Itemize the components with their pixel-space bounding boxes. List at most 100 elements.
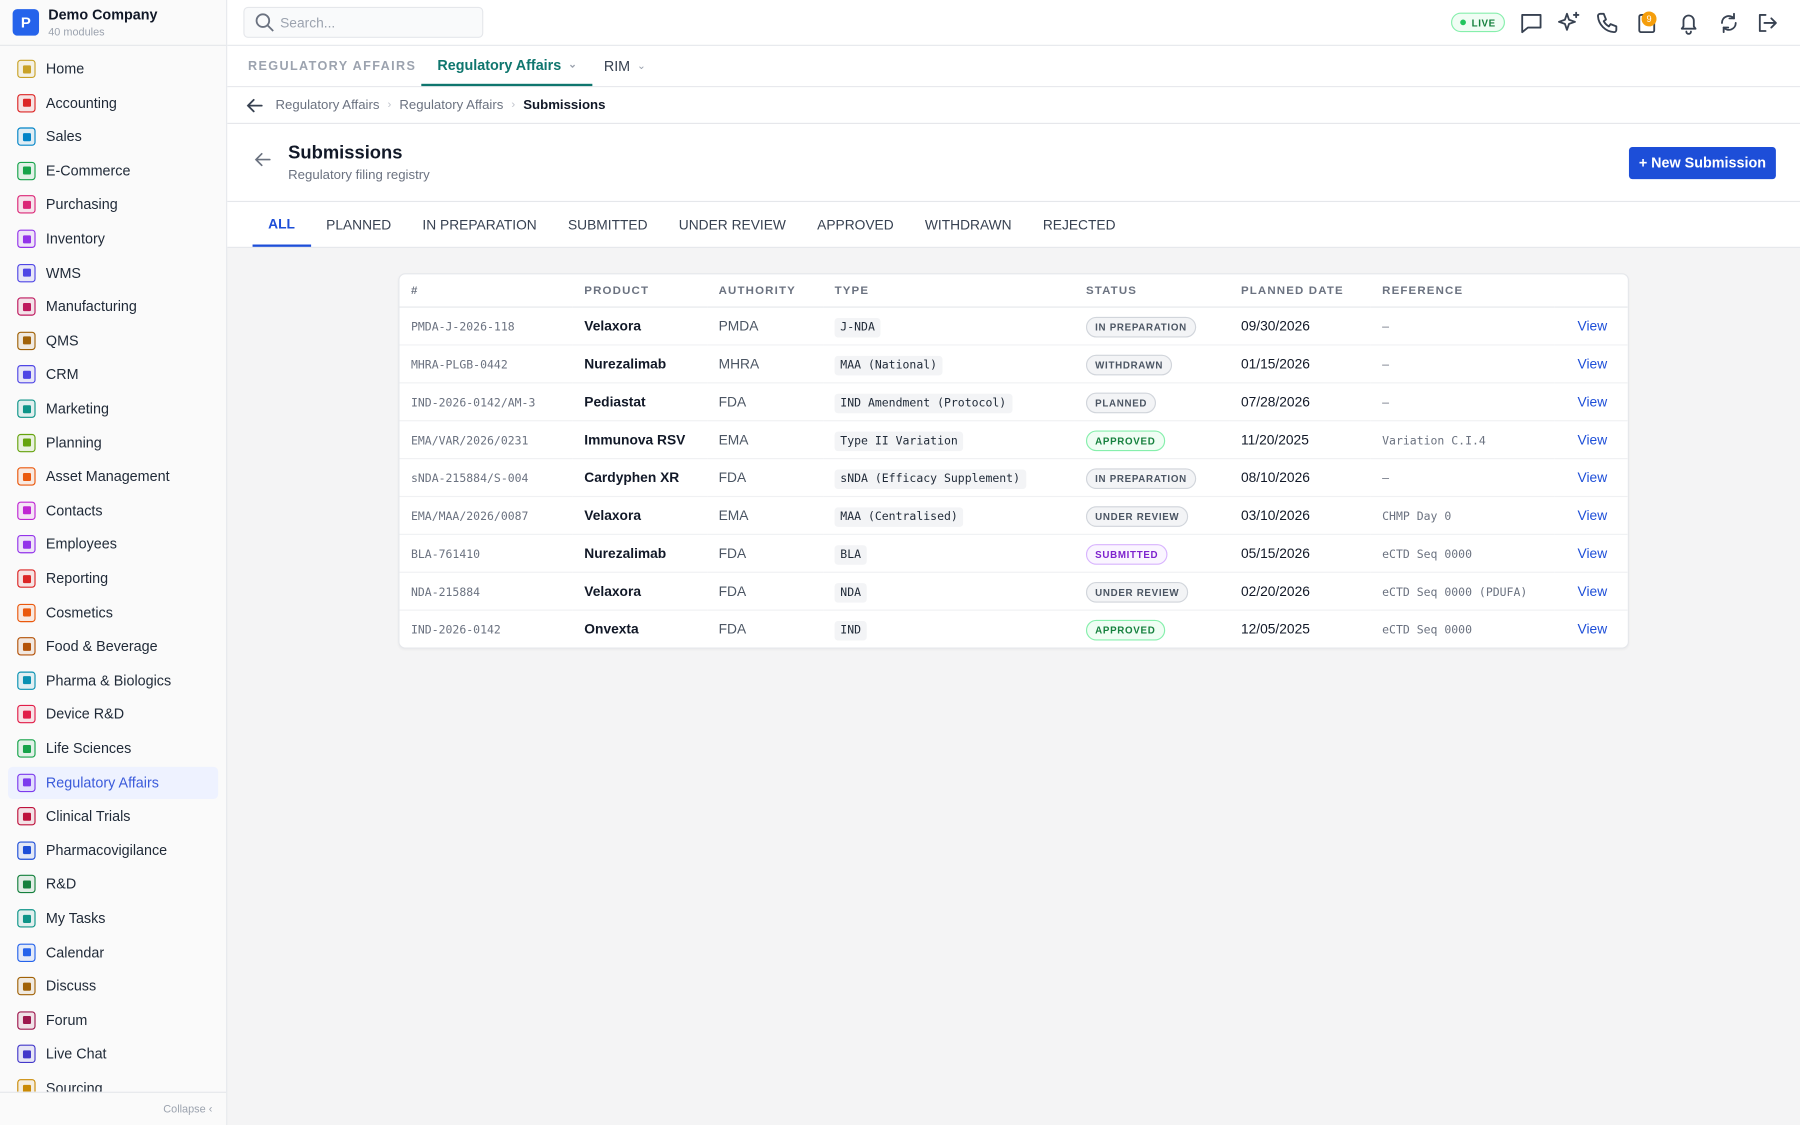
nav-icon [17, 59, 36, 79]
module-tab[interactable]: RIM ⌄ [588, 46, 662, 86]
status-tab[interactable]: IN PREPARATION [422, 216, 537, 233]
nav-item[interactable]: Calendar [8, 936, 218, 968]
nav-item[interactable]: Inventory [8, 223, 218, 255]
type-badge: MAA (National) [834, 355, 943, 376]
cell: Onvexta [573, 610, 707, 647]
status-tab[interactable]: APPROVED [817, 216, 894, 233]
status-tab[interactable]: SUBMITTED [567, 216, 648, 233]
view-link[interactable]: View [1577, 355, 1608, 372]
nav-item[interactable]: Cosmetics [8, 596, 218, 628]
nav-label: QMS [45, 332, 79, 349]
status-tab[interactable]: UNDER REVIEW [678, 216, 786, 233]
nav-item[interactable]: Discuss [8, 970, 218, 1002]
search-icon [255, 12, 274, 32]
product: Velaxora [584, 317, 641, 335]
nav-item[interactable]: Live Chat [8, 1038, 218, 1070]
nav-item[interactable]: Clinical Trials [8, 800, 218, 832]
page-title: Submissions [288, 143, 403, 164]
table-row[interactable]: IND-2026-0142/AM-3 Pediastat FDA IND Amendm… [399, 382, 1628, 422]
nav-label: Food & Beverage [45, 638, 158, 655]
nav-item[interactable]: Pharma & Biologics [8, 664, 218, 696]
nav-icon [17, 365, 36, 384]
search[interactable]: Search... [243, 6, 484, 38]
nav-icon [17, 739, 36, 758]
status-tab[interactable]: ALL [252, 202, 311, 247]
nav-item[interactable]: Sales [8, 121, 218, 153]
nav-item[interactable]: WMS [8, 257, 218, 289]
live-indicator: LIVE [1451, 12, 1505, 33]
view-link[interactable]: View [1577, 469, 1608, 486]
nav-item[interactable]: Life Sciences [8, 732, 218, 764]
view-link[interactable]: View [1577, 317, 1608, 335]
view-link[interactable]: View [1577, 393, 1608, 410]
table-row[interactable]: PMDA-J-2026-118 Velaxora PMDA J-NDA IN PREPA… [399, 307, 1628, 346]
nav-label: My Tasks [45, 910, 106, 927]
nav-item[interactable]: My Tasks [8, 902, 218, 934]
submission-id: EMA/VAR/2026/0231 [410, 435, 529, 448]
nav-icon [17, 501, 36, 520]
nav-item[interactable]: QMS [8, 325, 218, 357]
module-section: REGULATORY AFFAIRS [247, 59, 417, 74]
back-arrow[interactable] [245, 95, 266, 116]
product: Cardyphen XR [584, 469, 680, 486]
nav-item[interactable]: E-Commerce [8, 155, 218, 187]
nav-item[interactable]: Asset Management [8, 461, 218, 493]
status-pill: IN PREPARATION [1085, 316, 1197, 338]
logout-icon[interactable] [1754, 10, 1779, 35]
switch-icon[interactable] [1716, 10, 1741, 35]
bell-icon[interactable] [1676, 10, 1701, 35]
view-link[interactable]: View [1577, 507, 1608, 524]
view-link[interactable]: View [1577, 583, 1608, 600]
nav-item[interactable]: Employees [8, 529, 218, 561]
nav-label: Employees [45, 536, 117, 553]
nav-item[interactable]: Purchasing [8, 189, 218, 221]
table-row[interactable]: MHRA-PLGB-0442 Nurezalimab MHRA MAA (Nation… [399, 344, 1628, 384]
status-tab[interactable]: WITHDRAWN [924, 216, 1012, 233]
cell: MAA (National) [823, 344, 1075, 384]
nav-item[interactable]: Forum [8, 1004, 218, 1036]
view-link[interactable]: View [1577, 621, 1608, 638]
crumb[interactable]: Regulatory Affairs [399, 98, 504, 112]
table-row[interactable]: sNDA-215884/S-004 Cardyphen XR FDA sNDA (Ef… [399, 458, 1628, 498]
nav-label: Inventory [45, 230, 105, 247]
page-back[interactable] [253, 149, 274, 170]
view-link[interactable]: View [1577, 545, 1608, 562]
nav-item[interactable]: Device R&D [8, 698, 218, 730]
table-row[interactable]: EMA/MAA/2026/0087 Velaxora EMA MAA (Central… [399, 496, 1628, 535]
authority: FDA [718, 583, 747, 600]
messages-icon[interactable] [1519, 10, 1544, 35]
collapse[interactable]: Collapse ‹ [0, 1091, 227, 1125]
status-tab[interactable]: REJECTED [1042, 216, 1116, 233]
brand[interactable]: P Demo Company 40 modules [0, 0, 227, 46]
table-row[interactable]: NDA-215884 Velaxora FDA NDA UNDER REVIEW 02/2… [399, 572, 1628, 611]
nav-item[interactable]: Marketing [8, 393, 218, 425]
ai-icon[interactable] [1557, 10, 1582, 35]
table-row[interactable]: IND-2026-0142 Onvexta FDA IND APPROVED 12/05/… [399, 610, 1627, 647]
new-submission-button[interactable]: + New Submission [1628, 146, 1776, 180]
view-link[interactable]: View [1577, 431, 1608, 448]
status-tab[interactable]: PLANNED [326, 216, 392, 233]
cell: NDA-215884 [399, 572, 573, 611]
nav-label: Manufacturing [45, 298, 137, 315]
submissions-table: # PRODUCT AUTHORITY TYPE STATUS PLANNED DATE R… [399, 274, 1628, 647]
phone-icon[interactable] [1595, 10, 1620, 35]
nav-item[interactable]: Contacts [8, 495, 218, 527]
crumb[interactable]: Regulatory Affairs [275, 98, 380, 112]
nav-item[interactable]: R&D [8, 868, 218, 900]
nav-item[interactable]: Manufacturing [8, 291, 218, 323]
nav-item[interactable]: Reporting [8, 563, 218, 595]
nav-icon [17, 127, 36, 147]
nav-item[interactable]: CRM [8, 359, 218, 391]
table-row[interactable]: EMA/VAR/2026/0231 Immunova RSV EMA Type II … [399, 420, 1628, 460]
nav-item[interactable]: Home [8, 53, 218, 85]
nav-item[interactable]: Pharmacovigilance [8, 834, 218, 866]
nav-item[interactable]: Food & Beverage [8, 630, 218, 662]
nav-item[interactable]: Regulatory Affairs [8, 766, 219, 799]
nav-item[interactable]: Accounting [8, 87, 218, 119]
nav-item[interactable]: Planning [8, 427, 218, 459]
authority: FDA [718, 621, 747, 638]
module-tab[interactable]: Regulatory Affairs ⌄ [421, 46, 593, 87]
collapse-label[interactable]: Collapse [163, 1103, 206, 1116]
nav-item[interactable]: Sourcing [8, 1072, 218, 1092]
table-row[interactable]: BLA-761410 Nurezalimab FDA BLA SUBMITTED 05/1… [399, 534, 1628, 573]
